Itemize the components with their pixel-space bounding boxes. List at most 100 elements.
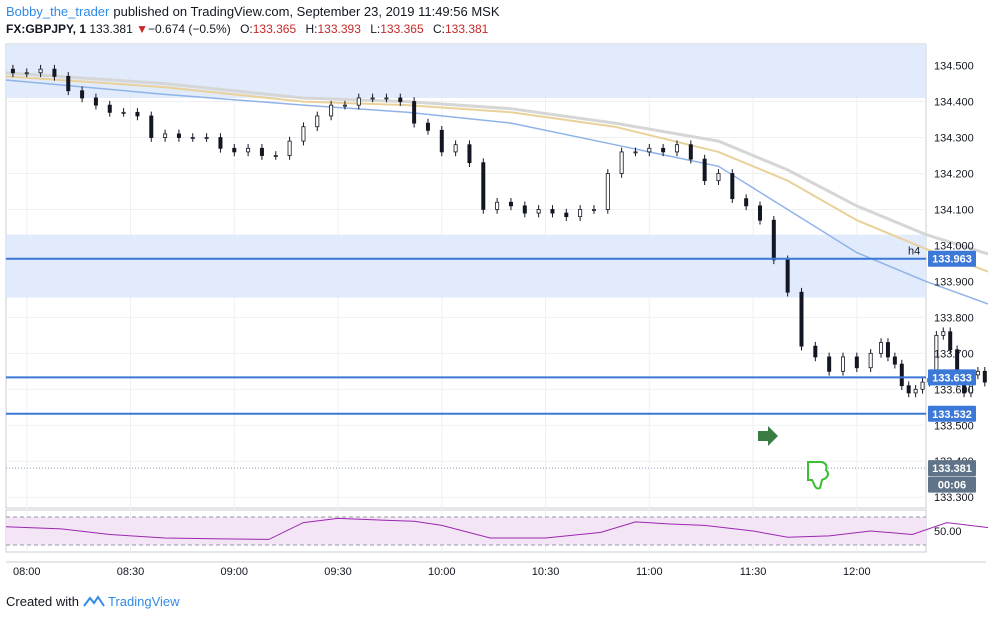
candle-body — [163, 133, 168, 138]
price-tag-label: 00:06 — [938, 480, 966, 492]
price-change: −0.674 (−0.5%) — [148, 22, 231, 36]
published-text: published on TradingView.com, September … — [113, 4, 500, 19]
candle-body — [190, 137, 195, 139]
candle-body — [10, 68, 15, 74]
candle-body — [259, 147, 264, 156]
high-value: 133.393 — [317, 22, 361, 36]
candle-body — [176, 133, 181, 138]
price-tag-label: 133.381 — [932, 463, 972, 475]
candle-body — [633, 151, 638, 154]
candle-body — [661, 147, 666, 153]
candle-body — [840, 356, 845, 372]
author-link[interactable]: Bobby_the_trader — [6, 4, 110, 19]
candle-body — [342, 104, 347, 107]
candle-body — [522, 205, 527, 214]
candle-body — [564, 212, 569, 218]
candle-body — [785, 259, 790, 293]
y-tick-label: 134.400 — [934, 97, 974, 109]
candle-body — [647, 147, 652, 153]
candle-body — [301, 126, 306, 142]
candle-body — [80, 90, 85, 99]
candle-body — [246, 147, 251, 153]
price-tag-bg — [928, 460, 976, 477]
candle-body — [920, 381, 925, 390]
candle-body — [885, 342, 890, 358]
price-tag-bg — [928, 476, 976, 493]
close-label: C: — [432, 22, 445, 36]
candle-body — [467, 144, 472, 164]
candle-body — [38, 68, 43, 74]
candle-body — [906, 385, 911, 394]
publish-header: Bobby_the_trader published on TradingView… — [6, 4, 500, 19]
last-price: 133.381 — [89, 22, 133, 36]
rsi-line — [5, 517, 988, 540]
candle-body — [425, 122, 430, 131]
candle-body — [550, 209, 555, 214]
candle-body — [315, 115, 320, 128]
footer: Created with TradingView — [6, 594, 180, 609]
candle-body — [813, 345, 818, 358]
candle-body — [892, 356, 897, 365]
low-value: 133.365 — [380, 22, 424, 36]
candle-body — [24, 72, 29, 75]
candle-body — [412, 101, 417, 124]
candle-body — [52, 68, 57, 77]
candle-body — [135, 111, 140, 117]
candle-body — [508, 201, 513, 207]
candle-body — [66, 75, 71, 92]
price-tag-label: 133.963 — [932, 254, 972, 266]
candle-body — [329, 104, 334, 117]
y-tick-label: 133.500 — [934, 420, 974, 432]
open-value: 133.365 — [252, 22, 297, 36]
down-triangle-icon: ▼ — [136, 22, 148, 36]
y-tick-label: 133.600 — [934, 384, 974, 396]
high-label: H: — [305, 22, 318, 36]
candle-body — [941, 331, 946, 336]
price-tag-label: 133.532 — [932, 409, 972, 421]
candle-body — [730, 173, 735, 200]
candle-body — [370, 97, 375, 100]
ma-slow-line — [5, 71, 988, 256]
rsi-tick-label: 50.00 — [934, 526, 962, 538]
candle-body — [982, 370, 987, 383]
candle-body — [287, 140, 292, 156]
price-tag-bg — [928, 369, 976, 386]
price-tag-bg — [928, 405, 976, 422]
candle-body — [273, 155, 278, 157]
open-label: O: — [240, 22, 253, 36]
price-tag-bg — [928, 250, 976, 267]
candle-body — [591, 209, 596, 211]
y-tick-label: 133.900 — [934, 276, 974, 288]
x-tick-label: 12:00 — [843, 566, 871, 578]
y-tick-label: 134.500 — [934, 61, 974, 73]
ohlc-legend: FX:GBPJPY, 1 133.381 ▼−0.674 (−0.5%) O:1… — [6, 22, 488, 36]
thumbs-down-icon[interactable] — [807, 461, 829, 490]
candle-body — [948, 331, 953, 351]
close-value: 133.381 — [444, 22, 489, 36]
ma-fast-line — [5, 79, 988, 305]
created-with-text: Created with — [6, 594, 79, 609]
candle-body — [799, 291, 804, 347]
x-tick-label: 09:00 — [221, 566, 249, 578]
arrow-right-icon[interactable] — [758, 426, 778, 446]
candle-body — [204, 137, 209, 139]
y-tick-label: 133.800 — [934, 312, 974, 324]
candle-body — [716, 173, 721, 182]
candle-body — [121, 111, 126, 114]
candle-body — [868, 352, 873, 369]
y-tick-label: 134.300 — [934, 133, 974, 145]
symbol-label[interactable]: FX:GBPJPY, 1 — [6, 22, 87, 36]
candle-body — [107, 104, 112, 113]
candle-body — [578, 209, 583, 218]
y-tick-label: 134.000 — [934, 240, 974, 252]
candle-body — [356, 97, 361, 106]
candle-body — [439, 129, 444, 153]
candle-body — [688, 144, 693, 160]
rsi-band — [6, 517, 926, 545]
candle-body — [536, 209, 541, 214]
candle-body — [619, 151, 624, 174]
tradingview-logo-icon — [82, 594, 108, 609]
tradingview-brand[interactable]: TradingView — [108, 594, 180, 609]
x-tick-label: 08:00 — [13, 566, 41, 578]
